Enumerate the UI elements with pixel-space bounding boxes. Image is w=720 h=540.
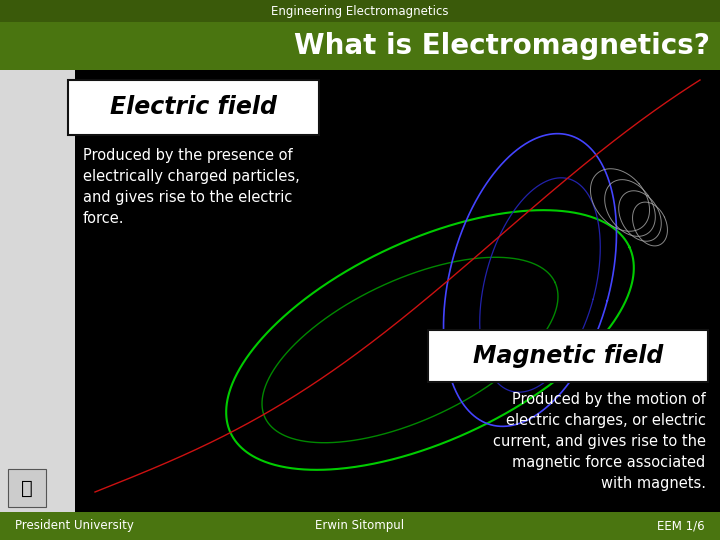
Text: President University: President University — [15, 519, 134, 532]
Bar — [0, 0, 720, 22]
Bar — [8, 469, 46, 507]
Text: Erwin Sitompul: Erwin Sitompul — [315, 519, 405, 532]
Text: 🏛: 🏛 — [21, 478, 33, 497]
Bar — [75, 70, 720, 512]
Text: Produced by the presence of
electrically charged particles,
and gives rise to th: Produced by the presence of electrically… — [83, 148, 300, 226]
Text: Magnetic field: Magnetic field — [473, 344, 663, 368]
Text: What is Electromagnetics?: What is Electromagnetics? — [294, 32, 710, 60]
Text: Electric field: Electric field — [110, 96, 277, 119]
Bar — [428, 330, 708, 382]
Bar — [68, 80, 319, 135]
Text: Produced by the motion of
electric charges, or electric
current, and gives rise : Produced by the motion of electric charg… — [492, 392, 706, 491]
Text: EEM 1/6: EEM 1/6 — [657, 519, 705, 532]
Bar — [0, 22, 720, 70]
Text: Engineering Electromagnetics: Engineering Electromagnetics — [271, 4, 449, 17]
Bar — [0, 512, 720, 540]
